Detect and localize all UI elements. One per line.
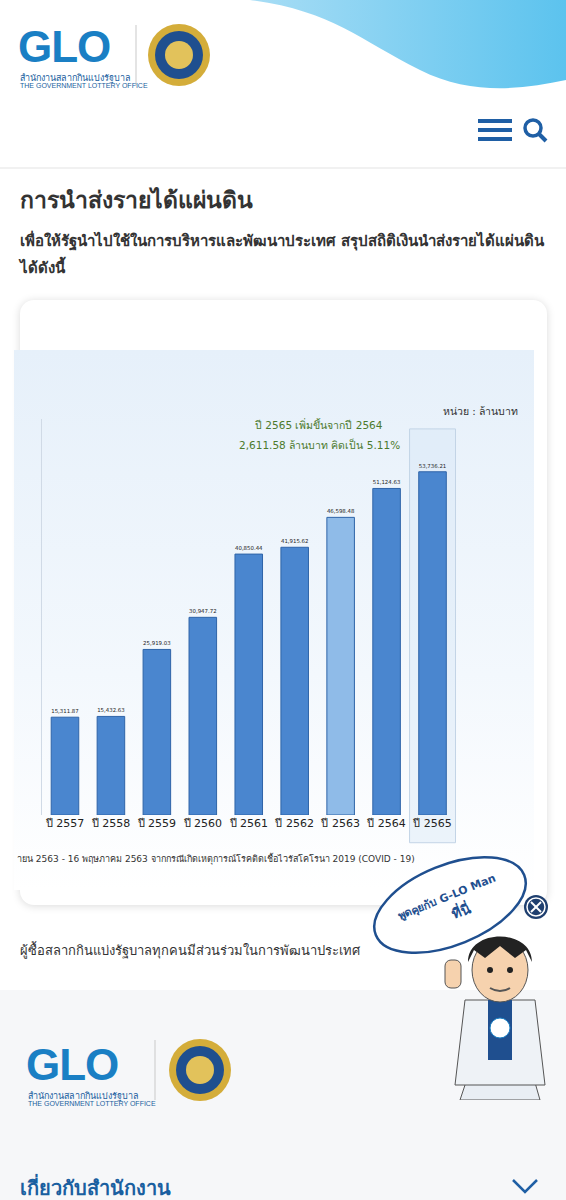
svg-text:25,919.03: 25,919.03 xyxy=(143,640,171,646)
svg-text:ปี 2564: ปี 2564 xyxy=(366,817,406,830)
html-text:GLO: GLO xyxy=(18,22,111,71)
html-text:เพื่อให้รัฐนำไปใช้ในการบริหารแ: เพื่อให้รัฐนำไปใช้ในการบริหารและพัฒนาประ… xyxy=(20,232,545,277)
svg-text:ปี 2558: ปี 2558 xyxy=(91,817,131,830)
svg-text:40,850.44: 40,850.44 xyxy=(235,545,263,551)
svg-text:หน่วย : ล้านบาท: หน่วย : ล้านบาท xyxy=(443,405,518,417)
svg-text:ปี 2559: ปี 2559 xyxy=(137,817,177,830)
html-text:สำนักงานสลากกินแบ่งรัฐบาล: สำนักงานสลากกินแบ่งรัฐบาล xyxy=(20,73,131,83)
html-text:สำนักงานสลากกินแบ่งรัฐบาล: สำนักงานสลากกินแบ่งรัฐบาล xyxy=(28,1091,139,1101)
svg-text:15,432.63: 15,432.63 xyxy=(97,707,125,713)
svg-text:ายน 2563 - 16 พฤษภาคม 2563 จาก: ายน 2563 - 16 พฤษภาคม 2563 จากกรณีเกิดเห… xyxy=(17,852,415,865)
html-text:การนำส่งรายได้แผ่นดิน: การนำส่งรายได้แผ่นดิน xyxy=(20,187,253,213)
svg-text:51,124.63: 51,124.63 xyxy=(373,479,401,485)
svg-text:30,947.72: 30,947.72 xyxy=(189,608,217,614)
svg-text:41,915.62: 41,915.62 xyxy=(281,538,309,544)
svg-text:ปี 2562: ปี 2562 xyxy=(274,817,314,830)
svg-text:ปี 2565 เพิ่มขึ้นจากปี 2564: ปี 2565 เพิ่มขึ้นจากปี 2564 xyxy=(255,418,383,431)
svg-text:ปี 2565: ปี 2565 xyxy=(412,817,452,830)
svg-text:2,611.58 ล้านบาท คิดเป็น 5.11%: 2,611.58 ล้านบาท คิดเป็น 5.11% xyxy=(239,438,400,451)
svg-text:15,311.87: 15,311.87 xyxy=(51,708,79,714)
svg-text:พูดคุยกับ G-LO Man: พูดคุยกับ G-LO Man xyxy=(396,872,498,924)
svg-text:ปี 2561: ปี 2561 xyxy=(229,817,269,830)
html-text:GLO: GLO xyxy=(26,1040,119,1089)
html-text:ผู้ซื้อสลากกินแบ่งรัฐบาลทุกคนม: ผู้ซื้อสลากกินแบ่งรัฐบาลทุกคนมีส่วนร่วมใ… xyxy=(20,943,360,958)
svg-text:ปี 2557: ปี 2557 xyxy=(45,817,85,830)
html-text:THE GOVERNMENT LOTTERY OFFICE: THE GOVERNMENT LOTTERY OFFICE xyxy=(28,1100,156,1107)
svg-text:ปี 2563: ปี 2563 xyxy=(320,817,360,830)
svg-text:ปี 2560: ปี 2560 xyxy=(183,817,223,830)
svg-text:ที่นี่: ที่นี่ xyxy=(449,898,473,922)
html-text:THE GOVERNMENT LOTTERY OFFICE: THE GOVERNMENT LOTTERY OFFICE xyxy=(20,82,148,89)
svg-text:46,598.48: 46,598.48 xyxy=(327,508,355,514)
html-text:เกี่ยวกับสำนักงาน: เกี่ยวกับสำนักงาน xyxy=(20,1176,171,1200)
svg-text:53,736.21: 53,736.21 xyxy=(419,463,447,469)
